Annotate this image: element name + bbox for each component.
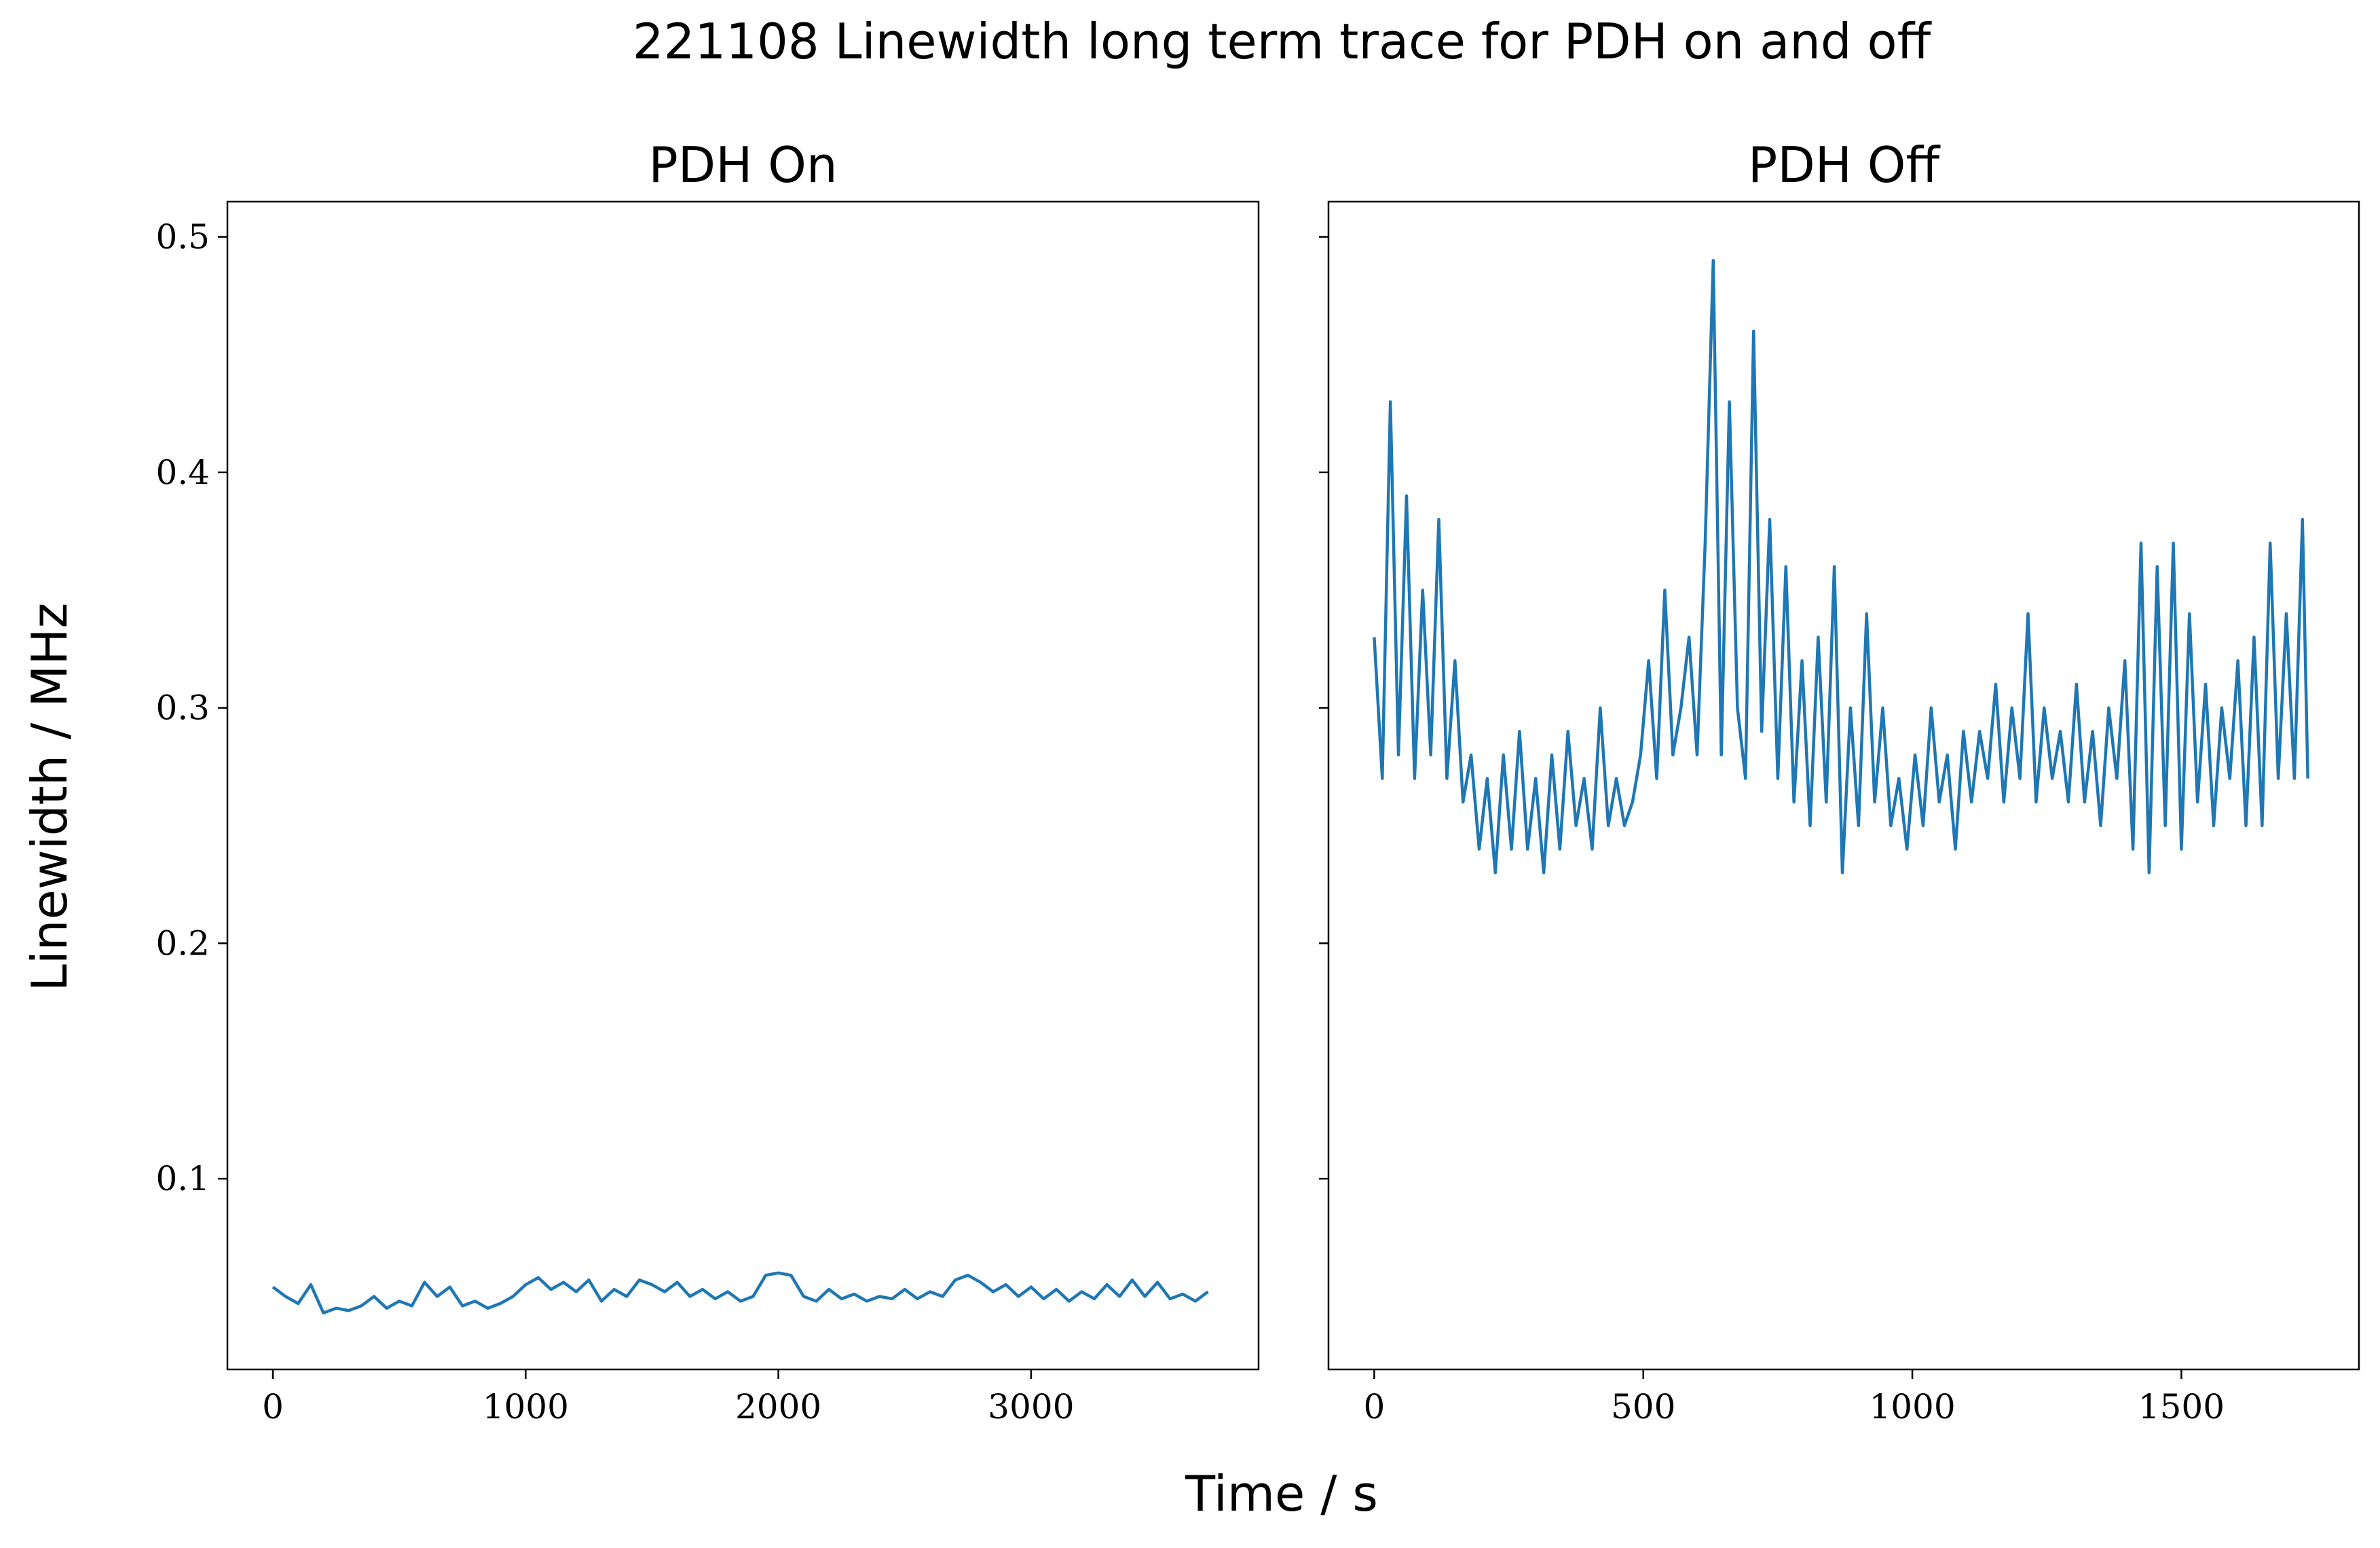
x-tick-label: 1000 bbox=[1869, 1387, 1955, 1426]
x-tick-label: 0 bbox=[262, 1387, 284, 1426]
x-axis-label: Time / s bbox=[1185, 1465, 1378, 1522]
x-tick-label: 1000 bbox=[483, 1387, 569, 1426]
y-axis-label: Linewidth / MHz bbox=[21, 603, 78, 992]
x-tick-label: 0 bbox=[1363, 1387, 1385, 1426]
y-tick-label: 0.3 bbox=[155, 688, 210, 728]
y-tick-label: 0.2 bbox=[155, 923, 210, 963]
axes-frame bbox=[1327, 200, 2360, 1371]
x-tick-label: 500 bbox=[1611, 1387, 1675, 1426]
figure-title: 221108 Linewidth long term trace for PDH… bbox=[633, 13, 1932, 70]
subplot-title: PDH Off bbox=[1748, 136, 1941, 194]
y-tick-label: 0.4 bbox=[155, 453, 210, 492]
subplot-title: PDH On bbox=[648, 136, 837, 194]
data-line bbox=[272, 1271, 1209, 1315]
y-tick-label: 0.5 bbox=[155, 217, 210, 257]
x-tick-label: 2000 bbox=[735, 1387, 821, 1426]
x-tick-label: 1500 bbox=[2138, 1387, 2225, 1426]
data-line bbox=[1373, 259, 2309, 874]
x-tick-label: 3000 bbox=[988, 1387, 1074, 1426]
y-tick-label: 0.1 bbox=[155, 1159, 210, 1198]
axes-frame bbox=[226, 200, 1260, 1371]
